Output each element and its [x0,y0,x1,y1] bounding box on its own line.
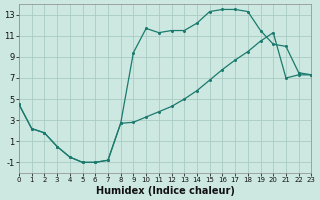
X-axis label: Humidex (Indice chaleur): Humidex (Indice chaleur) [96,186,235,196]
